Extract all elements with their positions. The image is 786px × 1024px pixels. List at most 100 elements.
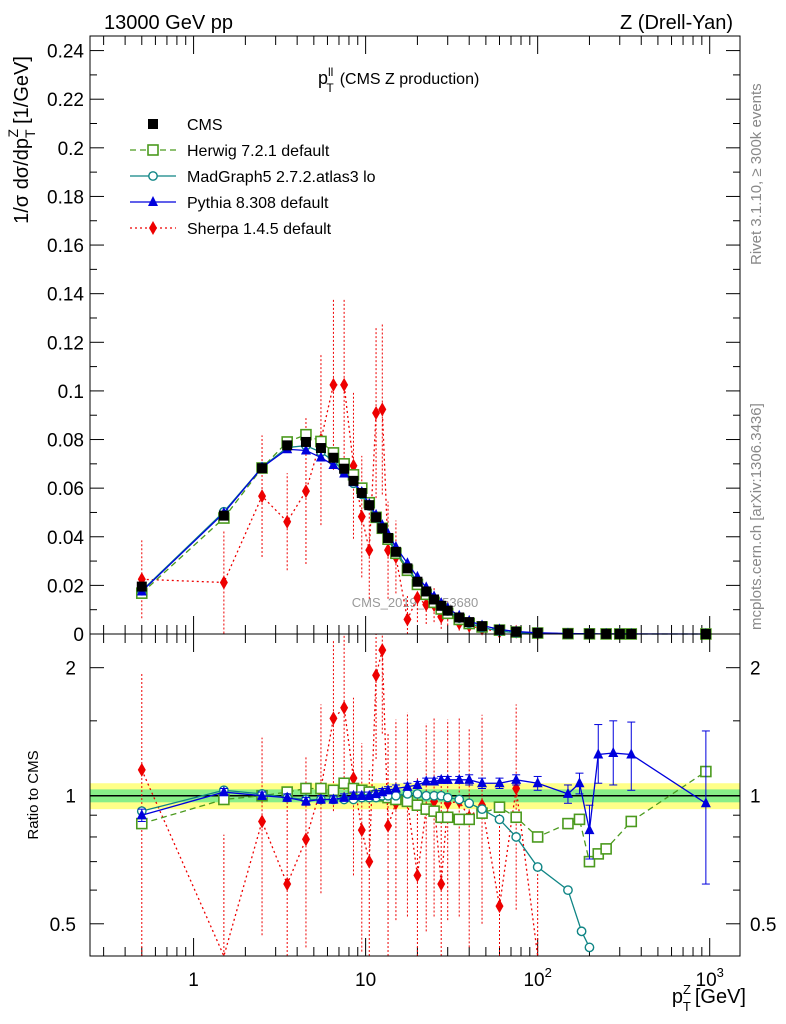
ratio-ytick-label-right: 2	[750, 659, 761, 680]
legend-label-herwig: Herwig 7.2.1 default	[187, 143, 330, 160]
ratio-point-pythia	[300, 795, 311, 806]
main-point-cms	[421, 586, 432, 597]
main-point-sherpa	[219, 575, 228, 590]
main-point-cms	[454, 612, 465, 623]
main-ylabel-text: 1/σ dσ/dp	[11, 138, 33, 224]
main-point-cms	[339, 463, 350, 474]
ratio-ytick-label-right: 1	[750, 787, 761, 808]
xtick-exp: 3	[717, 965, 724, 980]
ratio-point-pythia	[339, 791, 350, 802]
legend-marker-sherpa	[149, 221, 157, 235]
ratio-point-pythia	[282, 791, 293, 802]
main-point-sherpa	[283, 514, 292, 529]
ratio-point-madgraph5	[391, 790, 401, 801]
ratio-xtick-label: 1	[188, 970, 199, 991]
ratio-point-madgraph5	[576, 926, 587, 937]
main-ytick-label: 0.04	[47, 528, 84, 549]
ratio-line-sherpa	[141, 649, 539, 958]
main-point-sherpa	[365, 543, 374, 558]
main-ytick-label: 0.24	[47, 42, 84, 63]
ratio-ytick-label-right: 0.5	[750, 915, 776, 936]
legend-label-pythia: Pythia 8.308 default	[187, 195, 329, 212]
ratio-point-sherpa	[413, 868, 422, 883]
legend-marker-madgraph5	[148, 171, 158, 181]
ratio-point-herwig	[573, 813, 586, 826]
main-point-cms	[364, 500, 375, 511]
main-panel: CMS_2019_I1753680 00.020.040.060.080.10.…	[5, 35, 741, 646]
ratio-point-madgraph5	[494, 814, 505, 825]
main-ytick-label: 0.08	[47, 431, 84, 452]
ratio-point-sherpa	[495, 899, 504, 914]
legend-label-madgraph5: MadGraph5 2.7.2.atlas3 lo	[187, 169, 376, 186]
ratio-point-herwig	[315, 782, 327, 795]
ratio-point-pythia	[511, 773, 522, 784]
ratio-point-sherpa	[437, 877, 446, 892]
ratio-point-pythia	[383, 784, 394, 795]
main-point-cms	[282, 440, 293, 451]
legend-marker-cms	[148, 119, 158, 129]
ratio-xlabel-p: p	[672, 986, 683, 1008]
ratio-point-pythia	[315, 793, 326, 804]
mcplots-credit-label: mcplots.cern.ch [arXiv:1306.3436]	[748, 403, 765, 630]
ratio-point-pythia	[593, 748, 604, 759]
ratio-point-madgraph5	[442, 792, 453, 803]
ratio-point-herwig	[338, 777, 350, 790]
ratio-point-madgraph5	[454, 794, 465, 805]
main-point-cms	[136, 581, 147, 592]
ratio-point-herwig	[453, 813, 466, 826]
ratio-point-herwig	[562, 817, 574, 830]
ratio-point-pythia	[584, 824, 595, 835]
ratio-point-pythia	[608, 747, 619, 758]
ratio-point-pythia	[574, 777, 585, 788]
ratio-point-herwig	[428, 805, 440, 817]
legend-label-cms: CMS	[187, 117, 223, 134]
ratio-xtick-label: 102	[523, 965, 551, 991]
main-point-cms	[429, 594, 440, 605]
ratio-point-madgraph5	[477, 804, 487, 815]
main-point-pythia	[300, 444, 311, 455]
ratio-point-sherpa	[137, 762, 146, 777]
ratio-point-madgraph5	[464, 798, 475, 809]
main-point-cms	[377, 523, 388, 534]
ratio-point-pythia	[454, 773, 465, 784]
main-point-cms	[371, 512, 382, 523]
main-point-cms	[383, 532, 394, 543]
main-ytick-label: 0.18	[47, 187, 84, 208]
legend-marker-pythia	[148, 196, 158, 206]
process-label: Z (Drell-Yan)	[620, 12, 733, 34]
main-ytick-label: 0.1	[58, 382, 84, 403]
main-point-sherpa	[340, 377, 349, 392]
main-ytick-label: 0.14	[47, 285, 84, 306]
ratio-point-madgraph5	[563, 885, 573, 896]
main-line-sherpa	[141, 384, 538, 635]
main-ylabel-unit: [1/GeV]	[11, 56, 33, 124]
main-title-rest: (CMS Z production)	[340, 71, 480, 88]
ratio-series-layer	[135, 634, 712, 958]
ratio-line-madgraph5	[141, 789, 591, 948]
main-point-sherpa	[372, 406, 381, 421]
ratio-point-sherpa	[258, 814, 267, 829]
main-point-sherpa	[258, 489, 267, 504]
ratio-point-pythia	[348, 789, 359, 800]
legend-label-sherpa: Sherpa 1.4.5 default	[187, 221, 332, 238]
ratio-ytick-label: 2	[65, 659, 76, 680]
xtick-base: 10	[696, 970, 717, 991]
main-ylabel-sub: T	[22, 129, 38, 138]
ratio-point-pythia	[136, 809, 147, 820]
ratio-point-pythia	[562, 787, 573, 798]
main-point-cms	[494, 624, 505, 635]
ratio-xtick-label: 103	[696, 965, 724, 991]
ratio-point-herwig	[531, 831, 544, 843]
main-point-sherpa	[301, 484, 310, 499]
ratio-point-herwig	[600, 843, 612, 855]
main-ytick-label: 0.06	[47, 479, 84, 500]
ratio-point-pythia	[402, 780, 413, 791]
main-point-cms	[257, 463, 268, 474]
ratio-point-sherpa	[357, 823, 366, 838]
ratio-point-pythia	[412, 778, 423, 789]
ratio-point-pythia	[532, 777, 543, 788]
main-point-cms	[402, 563, 413, 574]
ratio-line-pythia	[141, 752, 707, 831]
